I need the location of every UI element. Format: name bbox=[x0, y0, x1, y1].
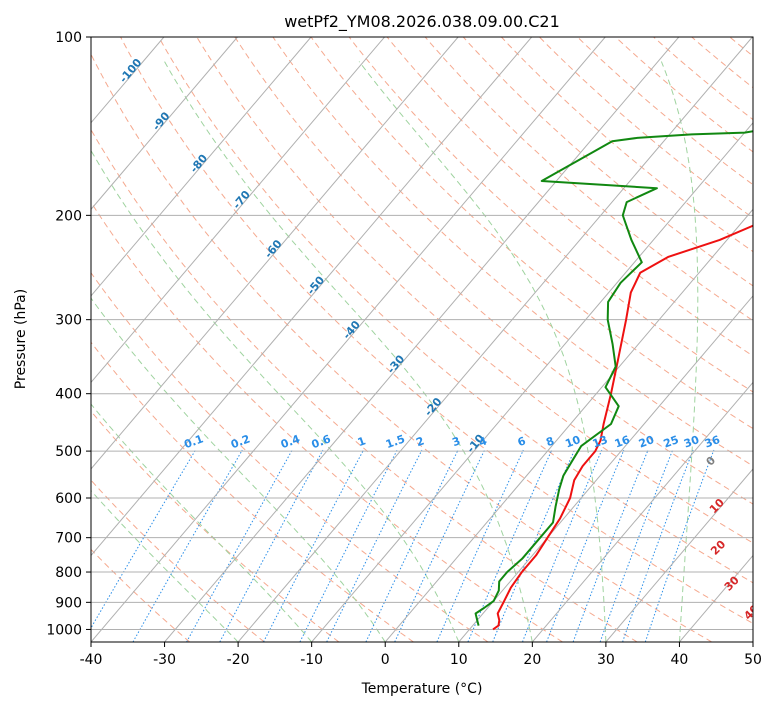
y-tick-label: 400 bbox=[55, 387, 82, 403]
y-tick-label: 100 bbox=[55, 30, 82, 46]
x-tick-label: 50 bbox=[744, 652, 762, 668]
y-tick-label: 300 bbox=[55, 313, 82, 329]
x-tick-label: -30 bbox=[153, 652, 176, 668]
x-tick-label: 10 bbox=[450, 652, 468, 668]
y-tick-label: 900 bbox=[55, 595, 82, 611]
y-tick-label: 700 bbox=[55, 531, 82, 547]
x-tick-label: 20 bbox=[523, 652, 541, 668]
chart-title: wetPf2_YM08.2026.038.09.00.C21 bbox=[284, 12, 560, 32]
y-tick-label: 600 bbox=[55, 491, 82, 507]
x-tick-label: 0 bbox=[381, 652, 390, 668]
y-tick-label: 200 bbox=[55, 208, 82, 224]
x-tick-label: -10 bbox=[300, 652, 323, 668]
y-tick-label: 500 bbox=[55, 444, 82, 460]
y-axis-title: Pressure (hPa) bbox=[13, 289, 29, 389]
y-tick-label: 800 bbox=[55, 565, 82, 581]
y-tick-label: 1000 bbox=[46, 622, 82, 638]
x-tick-label: 40 bbox=[671, 652, 689, 668]
x-tick-label: -20 bbox=[227, 652, 250, 668]
x-tick-label: 30 bbox=[597, 652, 615, 668]
x-tick-label: -40 bbox=[80, 652, 103, 668]
x-axis-title: Temperature (°C) bbox=[361, 681, 483, 697]
